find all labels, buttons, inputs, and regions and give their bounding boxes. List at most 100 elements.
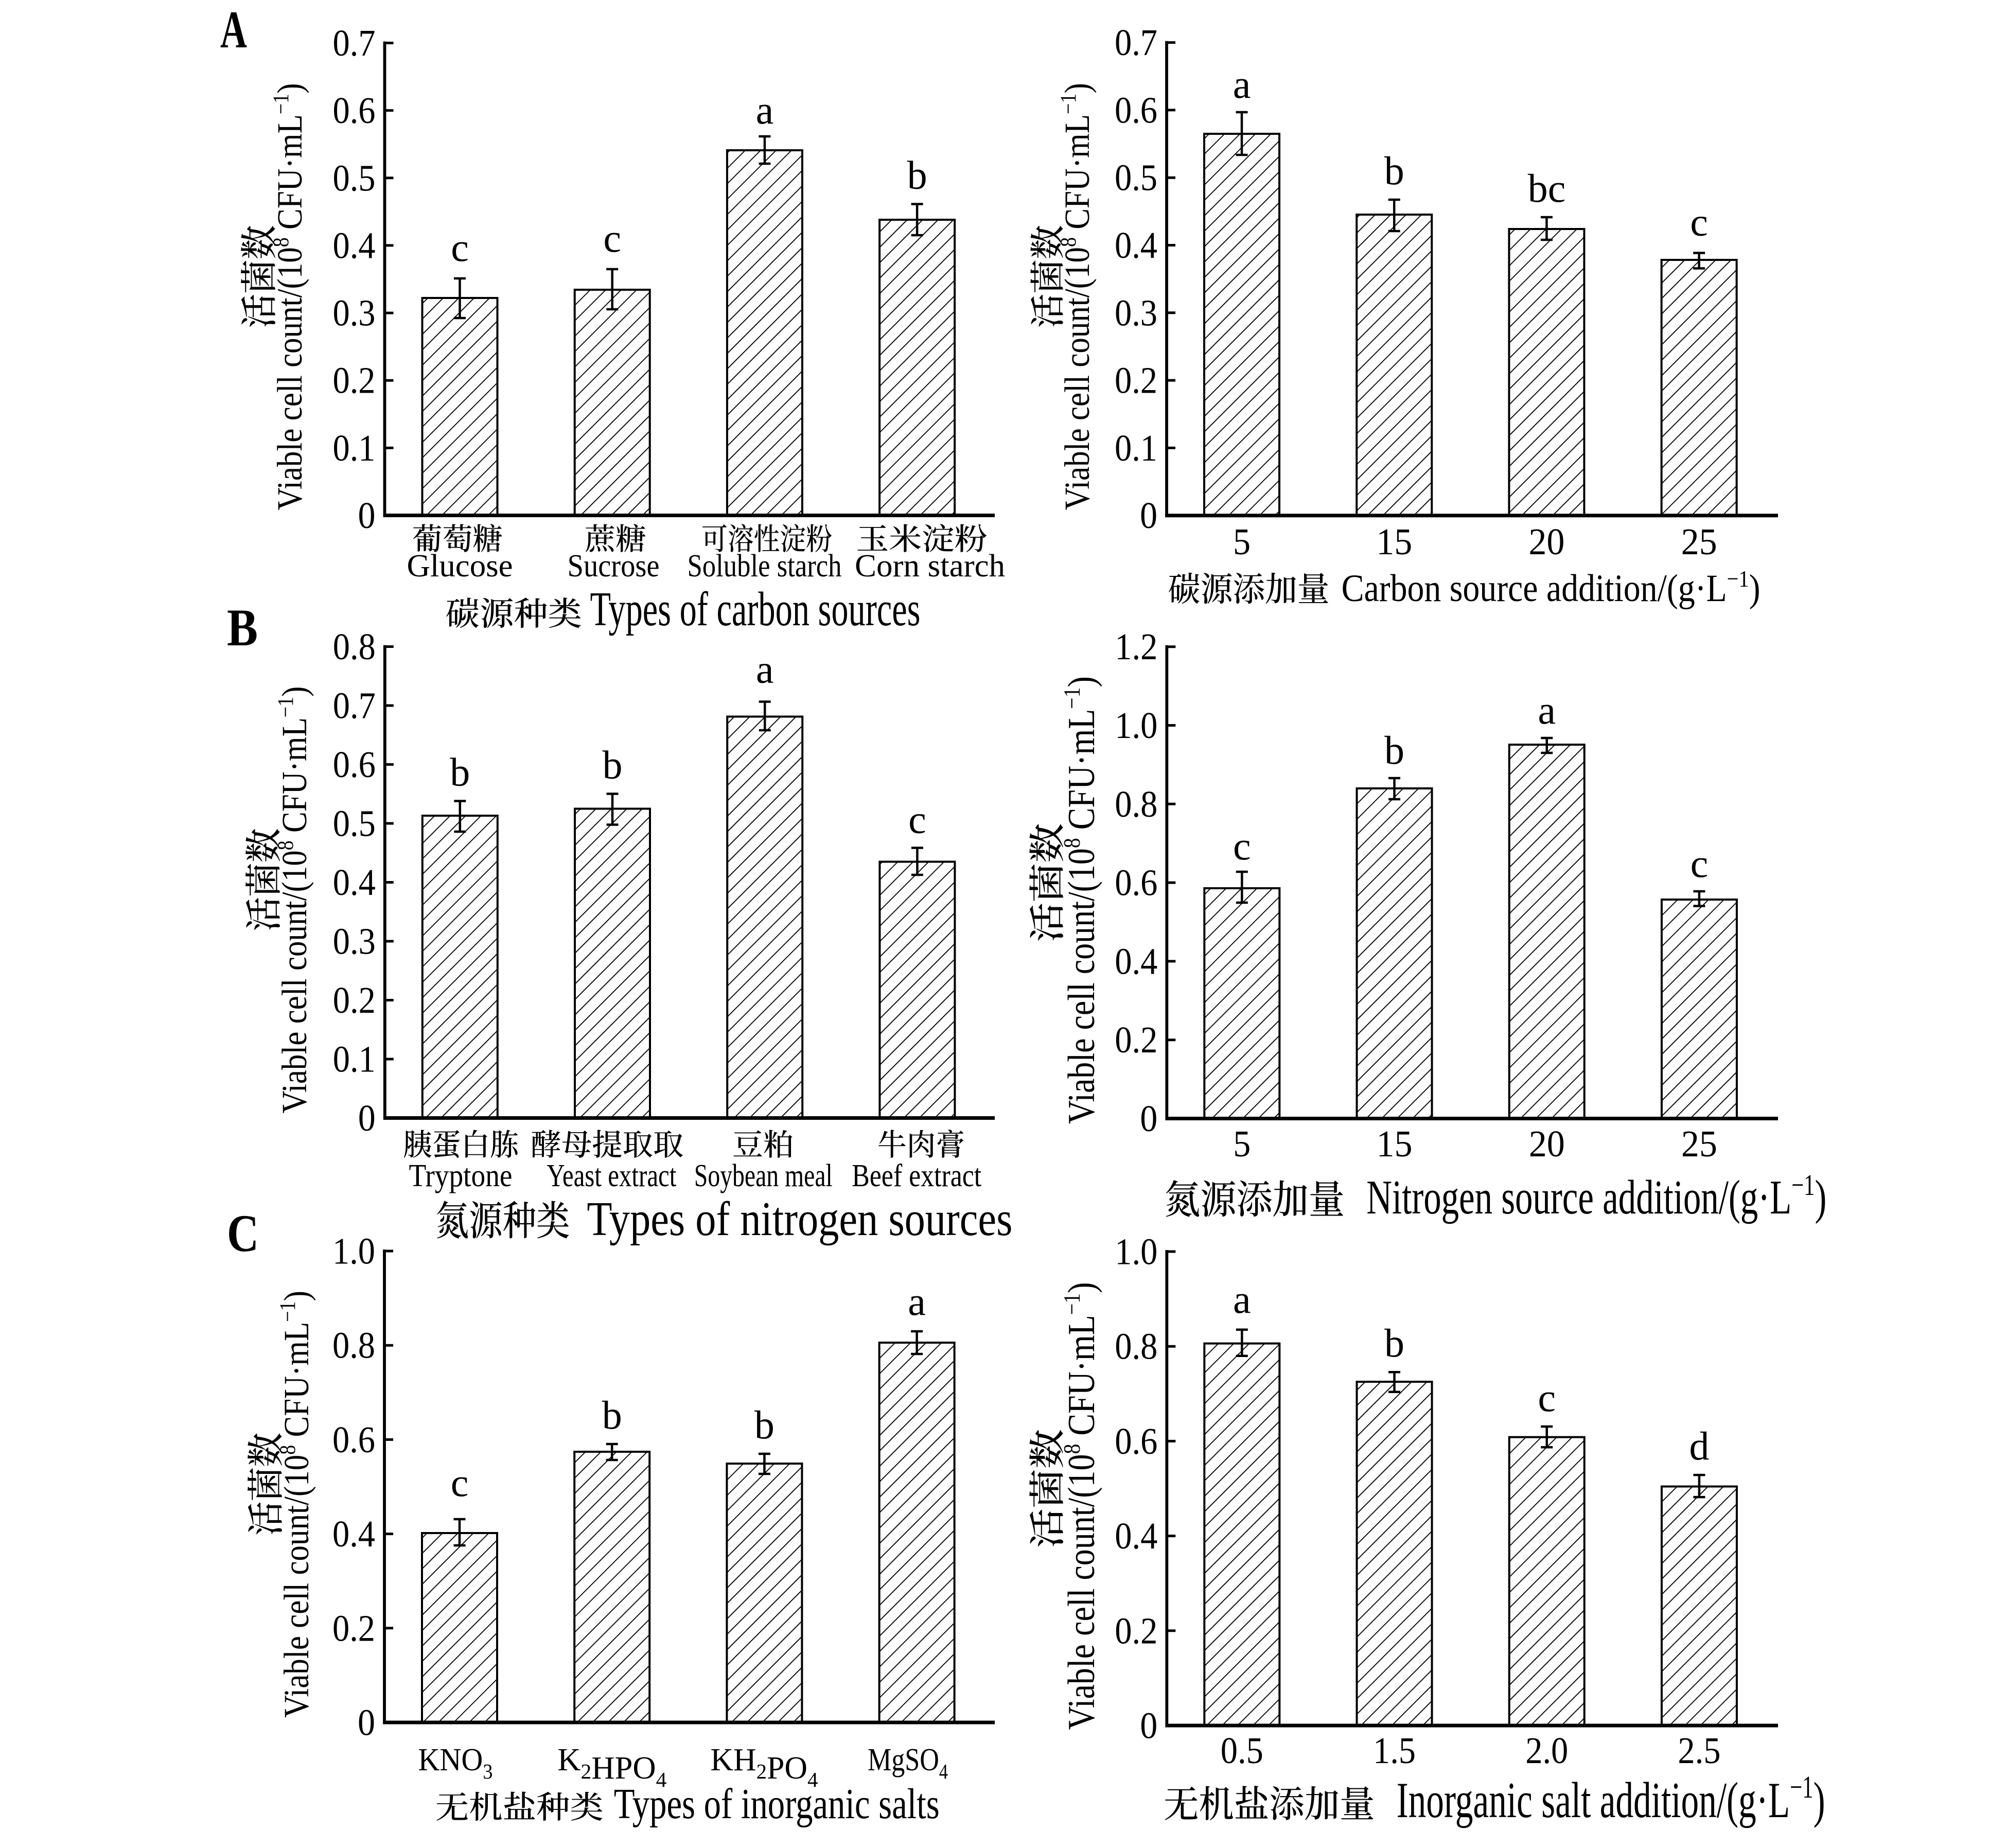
svg-text:Viable cell count/(108 CFU·mL−: Viable cell count/(108 CFU·mL−1) <box>1059 676 1103 1124</box>
svg-text:0.2: 0.2 <box>333 979 376 1021</box>
svg-text:Types of nitrogen sources: Types of nitrogen sources <box>587 1192 1012 1246</box>
svg-text:1.2: 1.2 <box>1115 626 1157 667</box>
svg-text:c: c <box>603 216 621 260</box>
svg-text:a: a <box>1233 62 1251 107</box>
svg-text:c: c <box>1690 200 1708 244</box>
svg-text:0: 0 <box>358 1702 375 1744</box>
svg-text:Carbon source addition/(g·L−1): Carbon source addition/(g·L−1) <box>1342 566 1761 610</box>
svg-text:Beef extract: Beef extract <box>852 1158 981 1193</box>
svg-text:0.6: 0.6 <box>1115 862 1157 904</box>
svg-text:Soybean meal: Soybean meal <box>694 1158 833 1193</box>
svg-text:25: 25 <box>1681 521 1717 562</box>
svg-text:Inorganic salt addition/(g·L−1: Inorganic salt addition/(g·L−1) <box>1397 1770 1825 1828</box>
svg-text:a: a <box>908 1279 926 1324</box>
svg-text:Viable cell count/(108 CFU·mL−: Viable cell count/(108 CFU·mL−1) <box>269 83 309 510</box>
svg-text:0.3: 0.3 <box>1115 292 1157 333</box>
svg-text:c: c <box>451 225 469 270</box>
svg-text:0.4: 0.4 <box>333 861 376 903</box>
svg-text:Soluble starch: Soluble starch <box>688 549 842 584</box>
svg-text:0.7: 0.7 <box>1115 22 1157 63</box>
svg-text:Yeast extract: Yeast extract <box>547 1158 676 1193</box>
svg-text:0.6: 0.6 <box>333 90 376 131</box>
svg-text:0.5: 0.5 <box>333 803 376 844</box>
svg-text:Viable cell count/(108 CFU·mL−: Viable cell count/(108 CFU·mL−1) <box>276 1291 316 1718</box>
svg-text:c: c <box>1538 1375 1556 1420</box>
svg-text:1.0: 1.0 <box>1115 1231 1157 1273</box>
svg-text:c: c <box>1691 841 1709 886</box>
svg-text:d: d <box>1689 1423 1709 1468</box>
svg-text:0.4: 0.4 <box>333 224 376 266</box>
svg-text:Sucrose: Sucrose <box>568 549 660 584</box>
svg-text:Types of carbon sources: Types of carbon sources <box>590 583 921 636</box>
svg-text:0.5: 0.5 <box>1115 157 1157 199</box>
svg-text:0.2: 0.2 <box>1115 1019 1157 1061</box>
svg-text:b: b <box>1384 728 1404 772</box>
svg-text:b: b <box>450 750 470 795</box>
svg-text:0.2: 0.2 <box>333 360 376 401</box>
svg-text:c: c <box>451 1460 469 1505</box>
svg-text:0.7: 0.7 <box>333 22 376 64</box>
svg-text:b: b <box>754 1402 775 1447</box>
svg-text:A: A <box>220 1 247 59</box>
svg-text:0.5: 0.5 <box>333 157 376 199</box>
svg-text:a: a <box>1538 688 1556 732</box>
svg-text:b: b <box>602 1393 622 1437</box>
svg-text:0: 0 <box>1140 1705 1157 1747</box>
svg-text:5: 5 <box>1233 1123 1251 1165</box>
svg-text:b: b <box>1384 1321 1404 1365</box>
svg-text:a: a <box>756 87 774 132</box>
svg-text:0.5: 0.5 <box>1221 1730 1263 1771</box>
svg-text:0.4: 0.4 <box>332 1513 375 1555</box>
svg-text:a: a <box>756 647 774 692</box>
svg-text:B: B <box>227 599 258 657</box>
svg-text:0.8: 0.8 <box>1115 1326 1157 1367</box>
svg-text:b: b <box>1384 148 1404 193</box>
svg-text:0.4: 0.4 <box>1115 940 1157 982</box>
svg-text:0.6: 0.6 <box>332 1419 375 1460</box>
svg-text:1.0: 1.0 <box>332 1230 375 1272</box>
svg-text:1.5: 1.5 <box>1373 1730 1416 1771</box>
svg-text:b: b <box>603 743 623 787</box>
svg-text:0.3: 0.3 <box>333 292 376 334</box>
svg-text:Corn starch: Corn starch <box>855 549 1005 584</box>
svg-text:c: c <box>1233 823 1251 868</box>
svg-text:0.1: 0.1 <box>333 427 376 469</box>
svg-text:1.0: 1.0 <box>1115 705 1157 746</box>
svg-text:0.6: 0.6 <box>333 744 376 785</box>
svg-text:0.2: 0.2 <box>1115 360 1157 401</box>
svg-text:0.2: 0.2 <box>1115 1610 1157 1651</box>
svg-text:0.3: 0.3 <box>333 921 376 962</box>
svg-text:0.7: 0.7 <box>333 685 376 727</box>
svg-text:15: 15 <box>1377 1123 1413 1165</box>
svg-text:0.8: 0.8 <box>1115 783 1157 825</box>
svg-text:0.6: 0.6 <box>1115 1420 1157 1462</box>
svg-text:Glucose: Glucose <box>407 549 513 584</box>
svg-text:15: 15 <box>1376 521 1412 562</box>
svg-text:0.4: 0.4 <box>1115 1515 1157 1557</box>
svg-text:0.1: 0.1 <box>1115 427 1157 469</box>
svg-text:Viable cell count/(108 CFU·mL−: Viable cell count/(108 CFU·mL−1) <box>274 687 314 1114</box>
svg-text:2.0: 2.0 <box>1525 1730 1568 1771</box>
svg-text:0.4: 0.4 <box>1115 224 1157 266</box>
svg-text:MgSO4: MgSO4 <box>868 1743 948 1783</box>
svg-text:20: 20 <box>1528 521 1564 562</box>
svg-text:0.1: 0.1 <box>333 1039 376 1080</box>
svg-text:0.2: 0.2 <box>332 1607 375 1649</box>
svg-text:0.8: 0.8 <box>332 1325 375 1366</box>
svg-text:0: 0 <box>1140 1098 1157 1139</box>
svg-text:0: 0 <box>1140 495 1157 536</box>
svg-text:a: a <box>1233 1277 1251 1322</box>
svg-text:20: 20 <box>1529 1123 1565 1165</box>
svg-text:Types of inorganic salts: Types of inorganic salts <box>614 1780 940 1828</box>
svg-text:Tryptone: Tryptone <box>409 1158 513 1193</box>
svg-text:2.5: 2.5 <box>1678 1730 1720 1771</box>
svg-text:KNO3: KNO3 <box>418 1743 493 1783</box>
svg-text:c: c <box>908 797 926 842</box>
svg-text:Viable cell count/(108 CFU·mL−: Viable cell count/(108 CFU·mL−1) <box>1059 1282 1103 1730</box>
svg-text:0.8: 0.8 <box>333 626 376 667</box>
svg-text:Nitrogen source addition/(g·L−: Nitrogen source addition/(g·L−1) <box>1366 1168 1826 1224</box>
svg-text:25: 25 <box>1681 1123 1717 1165</box>
svg-text:0: 0 <box>358 495 376 536</box>
svg-text:0.6: 0.6 <box>1115 89 1157 131</box>
svg-text:5: 5 <box>1233 521 1251 562</box>
